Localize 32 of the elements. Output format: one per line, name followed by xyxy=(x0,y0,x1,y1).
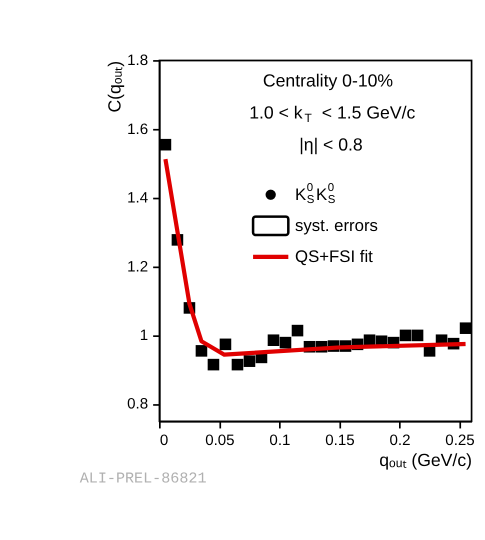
x-tick-label: 0.2 xyxy=(389,432,410,450)
x-axis-title: qₒᵤₜ (GeV/c) xyxy=(379,450,472,470)
point xyxy=(196,345,208,357)
y-tick-label: 0.8 xyxy=(127,396,148,413)
point xyxy=(208,358,220,370)
y-tick-label: 1.8 xyxy=(127,52,148,70)
x-tick-label: 0.15 xyxy=(325,432,355,450)
y-tick-label: 1.4 xyxy=(127,190,148,207)
point xyxy=(244,355,256,367)
y-tick-label: 1.6 xyxy=(127,120,148,138)
x-tick-label: 0.25 xyxy=(445,432,475,450)
line-series xyxy=(163,157,468,357)
annotation: |η| < 0.8 xyxy=(299,134,363,154)
y-tick-label: 1 xyxy=(140,327,148,344)
point xyxy=(400,330,412,342)
annotation: syst. errors xyxy=(295,216,378,235)
annotation: Centrality 0-10% xyxy=(262,70,394,91)
point xyxy=(412,330,424,342)
x-tick-label: 0.05 xyxy=(205,432,235,450)
x-tick-label: 0.1 xyxy=(269,432,290,450)
y-axis-title: C(qₒᵤₜ) xyxy=(104,60,124,113)
y-tick-label: 1.2 xyxy=(127,258,148,276)
point xyxy=(268,334,280,346)
point xyxy=(292,324,304,336)
point xyxy=(220,338,232,350)
point xyxy=(232,358,244,370)
legend-label: QS+FSI fit xyxy=(295,246,374,266)
text: ALI-PREL-86821 xyxy=(80,470,207,488)
x-tick-label: 0 xyxy=(160,432,168,450)
point xyxy=(160,138,172,150)
point xyxy=(280,336,292,348)
point xyxy=(460,322,472,334)
